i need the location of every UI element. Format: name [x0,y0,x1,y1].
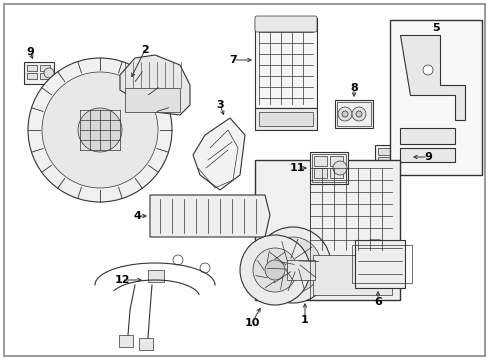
Circle shape [28,58,172,202]
Text: 2: 2 [141,45,148,55]
Text: 7: 7 [229,55,236,65]
Text: 1: 1 [301,315,308,325]
Bar [119,335,133,347]
Polygon shape [193,118,244,190]
Circle shape [341,111,347,117]
Text: 4: 4 [133,211,141,221]
Bar [312,255,391,295]
Text: 5: 5 [431,23,439,33]
Circle shape [44,68,54,78]
Bar [354,240,404,288]
Circle shape [332,161,346,175]
Bar [313,168,326,178]
Bar [329,168,342,178]
Bar [399,128,454,144]
Bar [24,62,54,84]
Text: 10: 10 [244,318,259,328]
Bar [27,73,37,79]
Bar [254,160,399,300]
Bar [377,157,389,164]
Text: 12: 12 [114,275,129,285]
FancyBboxPatch shape [254,16,316,32]
Bar [311,154,346,182]
Text: 8: 8 [349,83,357,93]
Circle shape [286,259,298,271]
Text: 6: 6 [373,297,381,307]
Bar [259,112,312,126]
Circle shape [78,108,122,152]
Text: 3: 3 [216,100,224,110]
Bar [351,245,411,283]
Circle shape [279,251,306,279]
Text: 9: 9 [26,47,34,57]
Circle shape [351,107,365,121]
Bar [286,260,314,280]
Polygon shape [150,195,269,237]
Circle shape [173,255,183,265]
Bar [392,148,404,155]
Bar [148,270,163,282]
Bar [313,156,326,166]
Polygon shape [399,35,464,120]
Bar [139,338,153,350]
Bar [254,108,316,130]
Polygon shape [120,55,190,115]
Circle shape [264,260,285,280]
Bar [309,152,347,184]
Bar [334,100,372,128]
Text: 9: 9 [423,152,431,162]
Bar [27,65,37,71]
Circle shape [252,248,296,292]
Circle shape [240,235,309,305]
Bar [389,20,481,175]
Bar [336,102,370,126]
Circle shape [254,227,330,303]
Circle shape [337,107,351,121]
Bar [125,88,180,112]
Polygon shape [361,240,381,285]
Bar [254,18,316,108]
Circle shape [422,65,432,75]
Bar [40,65,50,71]
Circle shape [42,72,158,188]
Circle shape [200,263,209,273]
Bar [329,156,342,166]
Circle shape [264,237,320,293]
Bar [399,148,454,162]
Bar [40,73,50,79]
Circle shape [355,111,361,117]
Bar [374,145,409,170]
Circle shape [399,152,409,162]
Bar [392,157,404,164]
Bar [377,148,389,155]
Text: 11: 11 [289,163,304,173]
